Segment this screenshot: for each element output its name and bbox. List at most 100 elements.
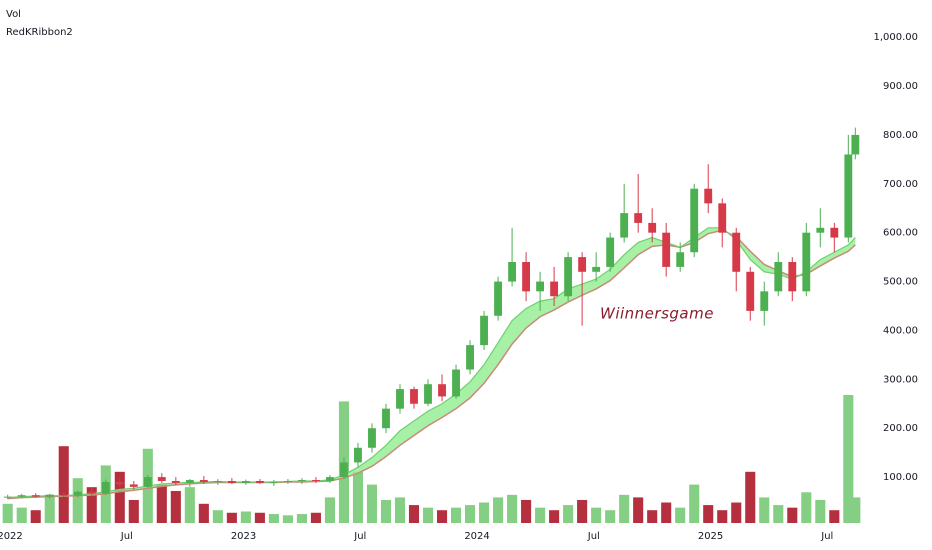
x-tick-label: Jul — [120, 531, 133, 542]
candle-body — [690, 188, 699, 253]
volume-bar — [647, 510, 658, 523]
volume-bar — [58, 446, 69, 523]
volume-bar — [450, 507, 462, 523]
volume-bar — [773, 505, 784, 523]
volume-bar — [268, 514, 279, 523]
candle-body — [269, 481, 278, 483]
candle-body — [592, 266, 601, 272]
x-tick-label: 2022 — [0, 531, 23, 542]
candle-body — [143, 477, 152, 487]
volume-bar — [535, 507, 546, 523]
candle-body — [199, 480, 208, 482]
volume-bar — [633, 497, 644, 523]
volume-bar — [198, 503, 209, 523]
volume-bar — [156, 484, 167, 523]
candle-body — [283, 481, 292, 483]
x-tick-label: 2025 — [698, 531, 723, 542]
volume-bar — [282, 515, 293, 523]
indicator-label: Vol — [6, 9, 21, 20]
volume-bar — [521, 499, 532, 523]
candle-body — [830, 227, 839, 238]
candle-body — [354, 447, 362, 463]
candle-body — [550, 281, 559, 297]
candle-body — [438, 384, 446, 397]
candle-body — [424, 384, 432, 404]
candle-body — [564, 257, 573, 297]
candle-body — [760, 291, 769, 311]
volume-bar — [675, 507, 686, 523]
y-tick-label: 900.00 — [883, 81, 918, 92]
volume-bar — [465, 505, 476, 523]
candle-body — [3, 496, 12, 498]
volume-bar — [759, 497, 770, 523]
volume-bar — [2, 503, 13, 523]
volume-bar — [422, 507, 434, 523]
volume-bar — [801, 492, 812, 523]
x-tick-label: 2024 — [464, 531, 489, 542]
candle-body — [59, 494, 68, 496]
volume-bar — [563, 505, 574, 523]
volume-bar — [72, 478, 83, 523]
volume-bar — [114, 471, 125, 523]
volume-bar — [254, 512, 265, 523]
volume-bar — [30, 510, 41, 523]
volume-bar — [170, 491, 181, 523]
candle-body — [494, 281, 502, 316]
volume-bar — [310, 512, 321, 523]
candle-body — [578, 257, 587, 272]
volume-bar — [324, 497, 335, 523]
y-tick-label: 300.00 — [883, 374, 918, 385]
volume-bar — [128, 499, 139, 523]
volume-bar — [507, 494, 518, 523]
volume-bar — [408, 505, 420, 523]
y-tick-label: 1,000.00 — [873, 32, 918, 43]
candle-body — [157, 477, 166, 482]
candle-body — [396, 389, 404, 409]
candle-body — [241, 481, 250, 483]
candle-body — [480, 315, 488, 346]
y-tick-label: 800.00 — [883, 130, 918, 141]
candle-body — [171, 481, 180, 483]
candle-body — [115, 481, 124, 485]
x-tick-label: Jul — [587, 531, 600, 542]
volume-bar — [815, 499, 826, 523]
candle-body — [410, 389, 418, 404]
candle-body — [788, 262, 797, 292]
candle-body — [620, 213, 629, 238]
candle-body — [662, 232, 671, 267]
candle-body — [213, 481, 222, 483]
candle-body — [87, 491, 96, 494]
candle-body — [185, 480, 194, 483]
volume-bar — [226, 512, 237, 523]
y-tick-label: 400.00 — [883, 325, 918, 336]
candle-body — [382, 408, 390, 429]
volume-bar — [619, 494, 630, 523]
volume-bar — [591, 507, 602, 523]
candle-body — [536, 281, 545, 292]
volume-bar — [240, 511, 251, 523]
candle-body — [704, 188, 713, 204]
candle-body — [466, 345, 474, 370]
candle-body — [816, 227, 825, 233]
candle-body — [17, 495, 26, 497]
volume-bar — [366, 484, 378, 523]
volume-bar — [212, 510, 223, 523]
candle-body — [732, 232, 741, 272]
volume-bar — [16, 507, 27, 523]
volume-bar — [493, 497, 504, 523]
candle-body — [634, 213, 643, 223]
candle-body — [452, 369, 460, 397]
candle-body — [312, 480, 320, 482]
candle-body — [522, 262, 531, 292]
volume-bar — [577, 499, 588, 523]
volume-bar — [394, 497, 406, 523]
x-tick-label: Jul — [820, 531, 833, 542]
volume-bar — [436, 510, 448, 523]
volume-bar — [703, 505, 714, 523]
candle-body — [255, 481, 264, 483]
y-tick-label: 600.00 — [883, 228, 918, 239]
volume-bar — [605, 510, 616, 523]
candle-body — [844, 154, 853, 238]
volume-bar — [380, 499, 392, 523]
